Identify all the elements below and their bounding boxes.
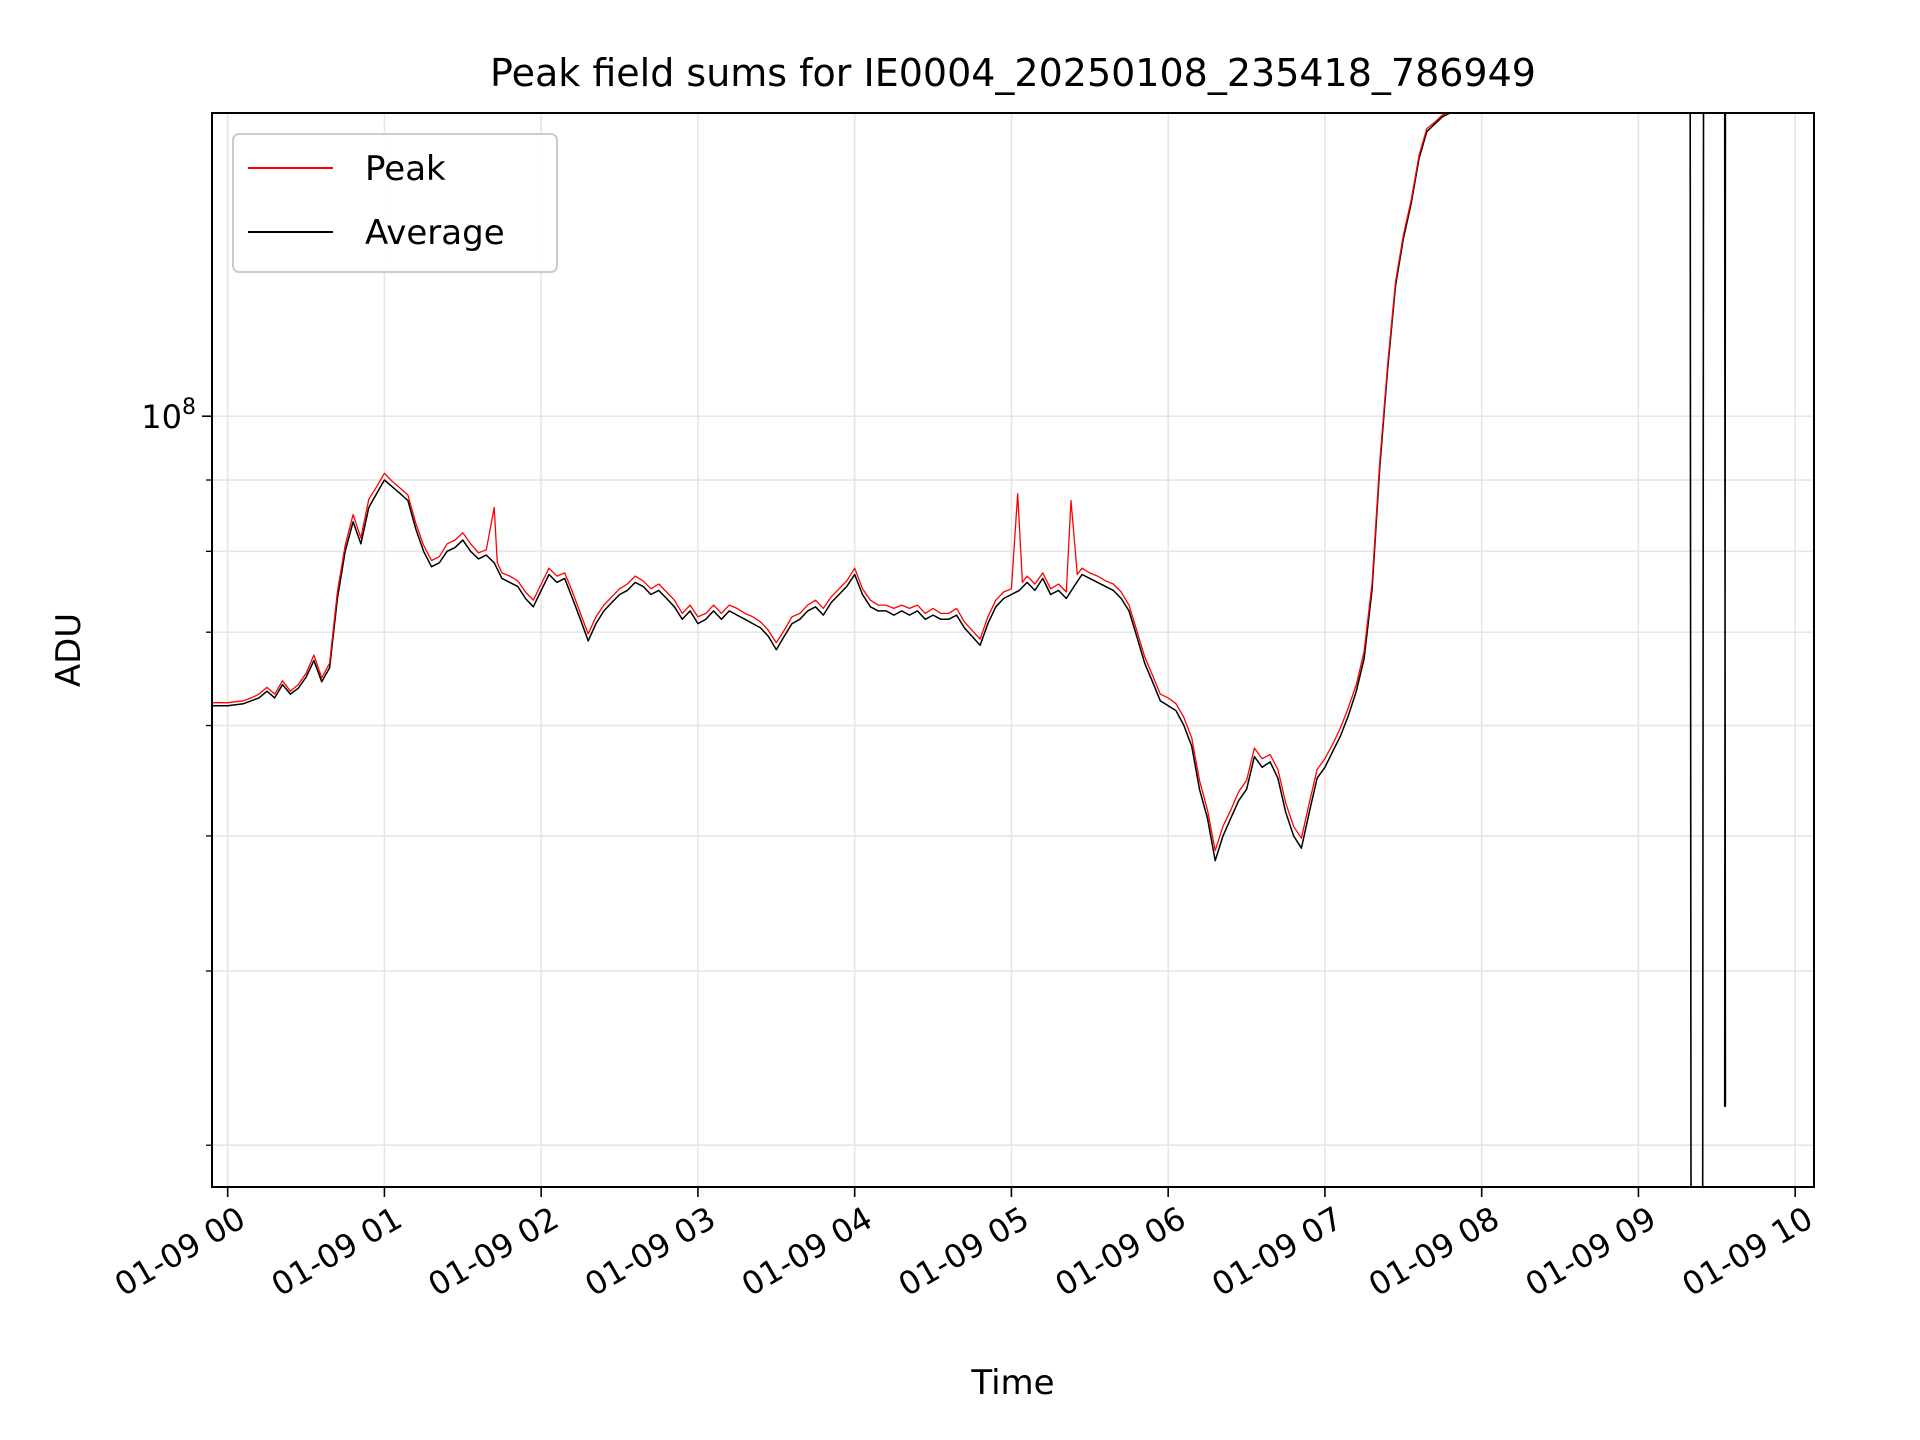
spike-line	[1689, 113, 1705, 1187]
y-tick-base: 10	[141, 398, 182, 436]
legend-average-label: Average	[365, 213, 505, 253]
series-layer	[212, 113, 1727, 1187]
legend: Peak Average	[232, 133, 558, 273]
series-group	[212, 113, 1727, 1187]
y-axis: 108	[141, 395, 212, 1146]
y-tick-label: 108	[141, 395, 196, 436]
y-axis-label: ADU	[49, 613, 89, 687]
plot-frame	[211, 112, 1815, 1188]
y-tick-exponent: 8	[182, 395, 196, 420]
legend-peak-label: Peak	[365, 149, 446, 189]
spike-line	[1723, 113, 1727, 1107]
chart-title: Peak field sums for IE0004_20250108_2354…	[490, 51, 1536, 95]
series-line-average	[212, 113, 1451, 862]
grid	[212, 113, 1814, 1187]
series-line-peak	[212, 113, 1451, 852]
x-axis-label: Time	[970, 1363, 1054, 1403]
